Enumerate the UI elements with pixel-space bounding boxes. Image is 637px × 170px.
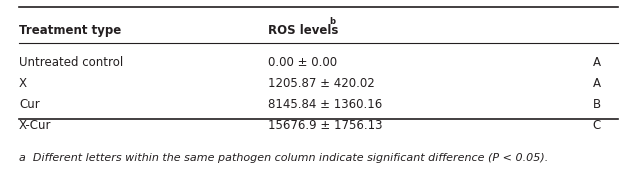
Text: A: A (592, 77, 601, 90)
Text: C: C (592, 119, 601, 132)
Text: b: b (329, 17, 335, 26)
Text: B: B (592, 98, 601, 111)
Text: 8145.84 ± 1360.16: 8145.84 ± 1360.16 (268, 98, 382, 111)
Text: 15676.9 ± 1756.13: 15676.9 ± 1756.13 (268, 119, 382, 132)
Text: Untreated control: Untreated control (19, 56, 124, 69)
Text: a  Different letters within the same pathogen column indicate significant differ: a Different letters within the same path… (19, 153, 548, 163)
Text: A: A (592, 56, 601, 69)
Text: Cur: Cur (19, 98, 40, 111)
Text: X: X (19, 77, 27, 90)
Text: 1205.87 ± 420.02: 1205.87 ± 420.02 (268, 77, 375, 90)
Text: X-Cur: X-Cur (19, 119, 52, 132)
Text: Treatment type: Treatment type (19, 24, 122, 37)
Text: ROS levels: ROS levels (268, 24, 338, 37)
Text: 0.00 ± 0.00: 0.00 ± 0.00 (268, 56, 337, 69)
